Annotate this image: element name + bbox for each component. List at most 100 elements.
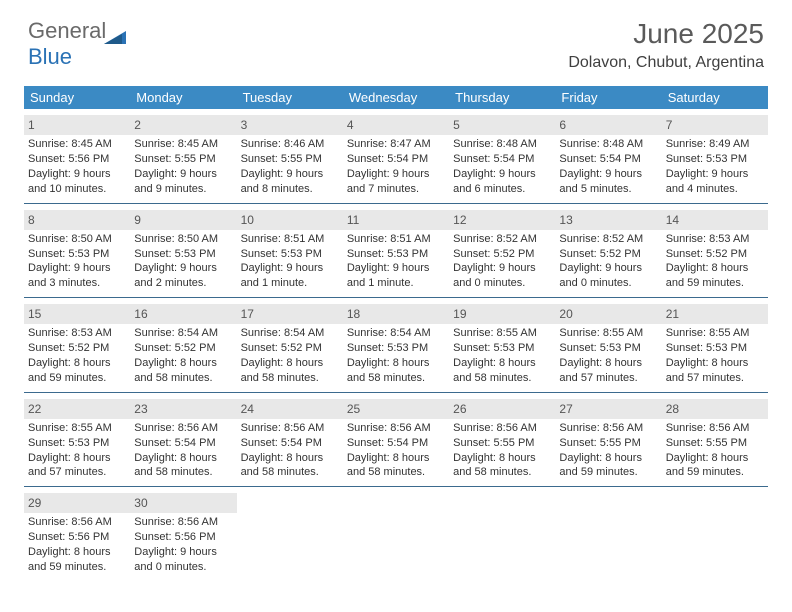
location-label: Dolavon, Chubut, Argentina xyxy=(568,54,764,72)
daylight-line-2: and 58 minutes. xyxy=(134,465,232,480)
calendar-day: 9Sunrise: 8:50 AMSunset: 5:53 PMDaylight… xyxy=(130,210,236,298)
daylight-line-2: and 57 minutes. xyxy=(559,371,657,386)
day-number: 29 xyxy=(24,493,130,513)
daylight-line-1: Daylight: 9 hours xyxy=(559,167,657,182)
sunset-line: Sunset: 5:52 PM xyxy=(241,341,339,356)
day-number: 11 xyxy=(343,210,449,230)
sunset-line: Sunset: 5:56 PM xyxy=(28,152,126,167)
dow-saturday: Saturday xyxy=(662,86,768,109)
daylight-line-1: Daylight: 9 hours xyxy=(347,261,445,276)
sunrise-line: Sunrise: 8:48 AM xyxy=(453,137,551,152)
day-number: 4 xyxy=(343,115,449,135)
day-number: 1 xyxy=(24,115,130,135)
sunrise-line: Sunrise: 8:55 AM xyxy=(559,326,657,341)
sunset-line: Sunset: 5:53 PM xyxy=(28,436,126,451)
day-number: 25 xyxy=(343,399,449,419)
daylight-line-1: Daylight: 8 hours xyxy=(666,261,764,276)
daylight-line-2: and 1 minute. xyxy=(241,276,339,291)
day-number: 22 xyxy=(24,399,130,419)
daylight-line-2: and 5 minutes. xyxy=(559,182,657,197)
daylight-line-1: Daylight: 9 hours xyxy=(134,167,232,182)
month-title: June 2025 xyxy=(568,18,764,50)
sunset-line: Sunset: 5:53 PM xyxy=(28,247,126,262)
sunset-line: Sunset: 5:53 PM xyxy=(559,341,657,356)
sunrise-line: Sunrise: 8:53 AM xyxy=(666,232,764,247)
daylight-line-2: and 3 minutes. xyxy=(28,276,126,291)
sunrise-line: Sunrise: 8:56 AM xyxy=(559,421,657,436)
day-number: 9 xyxy=(130,210,236,230)
day-number: 17 xyxy=(237,304,343,324)
calendar-day: 22Sunrise: 8:55 AMSunset: 5:53 PMDayligh… xyxy=(24,399,130,487)
calendar-day: 24Sunrise: 8:56 AMSunset: 5:54 PMDayligh… xyxy=(237,399,343,487)
daylight-line-2: and 7 minutes. xyxy=(347,182,445,197)
day-number: 14 xyxy=(662,210,768,230)
sunset-line: Sunset: 5:54 PM xyxy=(134,436,232,451)
daylight-line-1: Daylight: 9 hours xyxy=(559,261,657,276)
day-number: 20 xyxy=(555,304,661,324)
daylight-line-2: and 59 minutes. xyxy=(28,371,126,386)
day-number: 27 xyxy=(555,399,661,419)
logo-triangle-icon xyxy=(104,24,126,40)
daylight-line-1: Daylight: 8 hours xyxy=(666,356,764,371)
sunset-line: Sunset: 5:53 PM xyxy=(453,341,551,356)
sunrise-line: Sunrise: 8:56 AM xyxy=(134,515,232,530)
calendar-day: 16Sunrise: 8:54 AMSunset: 5:52 PMDayligh… xyxy=(130,304,236,392)
daylight-line-1: Daylight: 8 hours xyxy=(666,451,764,466)
sunrise-line: Sunrise: 8:45 AM xyxy=(134,137,232,152)
daylight-line-2: and 2 minutes. xyxy=(134,276,232,291)
daylight-line-1: Daylight: 9 hours xyxy=(666,167,764,182)
daylight-line-1: Daylight: 9 hours xyxy=(134,545,232,560)
daylight-line-2: and 59 minutes. xyxy=(28,560,126,575)
weeks-container: 1Sunrise: 8:45 AMSunset: 5:56 PMDaylight… xyxy=(24,115,768,581)
day-number: 3 xyxy=(237,115,343,135)
day-number: 30 xyxy=(130,493,236,513)
calendar-day: 14 Sunrise: 8:53 AMSunset: 5:52 PMDayligh… xyxy=(662,210,768,298)
calendar-day: 27Sunrise: 8:56 AMSunset: 5:55 PMDayligh… xyxy=(555,399,661,487)
day-number: 19 xyxy=(449,304,555,324)
daylight-line-1: Daylight: 9 hours xyxy=(134,261,232,276)
sunrise-line: Sunrise: 8:50 AM xyxy=(134,232,232,247)
sunset-line: Sunset: 5:53 PM xyxy=(666,152,764,167)
calendar-day: 1Sunrise: 8:45 AMSunset: 5:56 PMDaylight… xyxy=(24,115,130,203)
calendar-day: 20 Sunrise: 8:55 AMSunset: 5:53 PMDayligh… xyxy=(555,304,661,392)
calendar-week: 29 Sunrise: 8:56 AMSunset: 5:56 PMDayligh… xyxy=(24,493,768,581)
day-number: 8 xyxy=(24,210,130,230)
sunrise-line: Sunrise: 8:49 AM xyxy=(666,137,764,152)
calendar-day: 5Sunrise: 8:48 AMSunset: 5:54 PMDaylight… xyxy=(449,115,555,203)
daylight-line-1: Daylight: 8 hours xyxy=(559,451,657,466)
daylight-line-1: Daylight: 8 hours xyxy=(134,451,232,466)
sunrise-line: Sunrise: 8:48 AM xyxy=(559,137,657,152)
sunset-line: Sunset: 5:56 PM xyxy=(134,530,232,545)
day-number: 13 xyxy=(555,210,661,230)
daylight-line-1: Daylight: 8 hours xyxy=(559,356,657,371)
daylight-line-2: and 59 minutes. xyxy=(666,276,764,291)
daylight-line-1: Daylight: 8 hours xyxy=(347,451,445,466)
day-number: 12 xyxy=(449,210,555,230)
daylight-line-1: Daylight: 8 hours xyxy=(241,451,339,466)
day-number: 16 xyxy=(130,304,236,324)
sunrise-line: Sunrise: 8:52 AM xyxy=(453,232,551,247)
sunrise-line: Sunrise: 8:56 AM xyxy=(453,421,551,436)
daylight-line-1: Daylight: 9 hours xyxy=(28,167,126,182)
daylight-line-2: and 59 minutes. xyxy=(666,465,764,480)
calendar-day: 26Sunrise: 8:56 AMSunset: 5:55 PMDayligh… xyxy=(449,399,555,487)
sunrise-line: Sunrise: 8:55 AM xyxy=(453,326,551,341)
sunrise-line: Sunrise: 8:54 AM xyxy=(134,326,232,341)
daylight-line-2: and 8 minutes. xyxy=(241,182,339,197)
sunset-line: Sunset: 5:53 PM xyxy=(241,247,339,262)
sunset-line: Sunset: 5:52 PM xyxy=(666,247,764,262)
sunrise-line: Sunrise: 8:56 AM xyxy=(241,421,339,436)
daylight-line-1: Daylight: 9 hours xyxy=(28,261,126,276)
calendar-day: 28Sunrise: 8:56 AMSunset: 5:55 PMDayligh… xyxy=(662,399,768,487)
dow-friday: Friday xyxy=(555,86,661,109)
header: General Blue June 2025 Dolavon, Chubut, … xyxy=(0,0,792,78)
sunset-line: Sunset: 5:52 PM xyxy=(28,341,126,356)
daylight-line-2: and 58 minutes. xyxy=(347,465,445,480)
daylight-line-1: Daylight: 8 hours xyxy=(28,451,126,466)
sunset-line: Sunset: 5:55 PM xyxy=(241,152,339,167)
sunrise-line: Sunrise: 8:53 AM xyxy=(28,326,126,341)
calendar-day: 29Sunrise: 8:56 AMSunset: 5:56 PMDayligh… xyxy=(24,493,130,581)
daylight-line-2: and 58 minutes. xyxy=(453,371,551,386)
sunrise-line: Sunrise: 8:46 AM xyxy=(241,137,339,152)
day-number: 6 xyxy=(555,115,661,135)
